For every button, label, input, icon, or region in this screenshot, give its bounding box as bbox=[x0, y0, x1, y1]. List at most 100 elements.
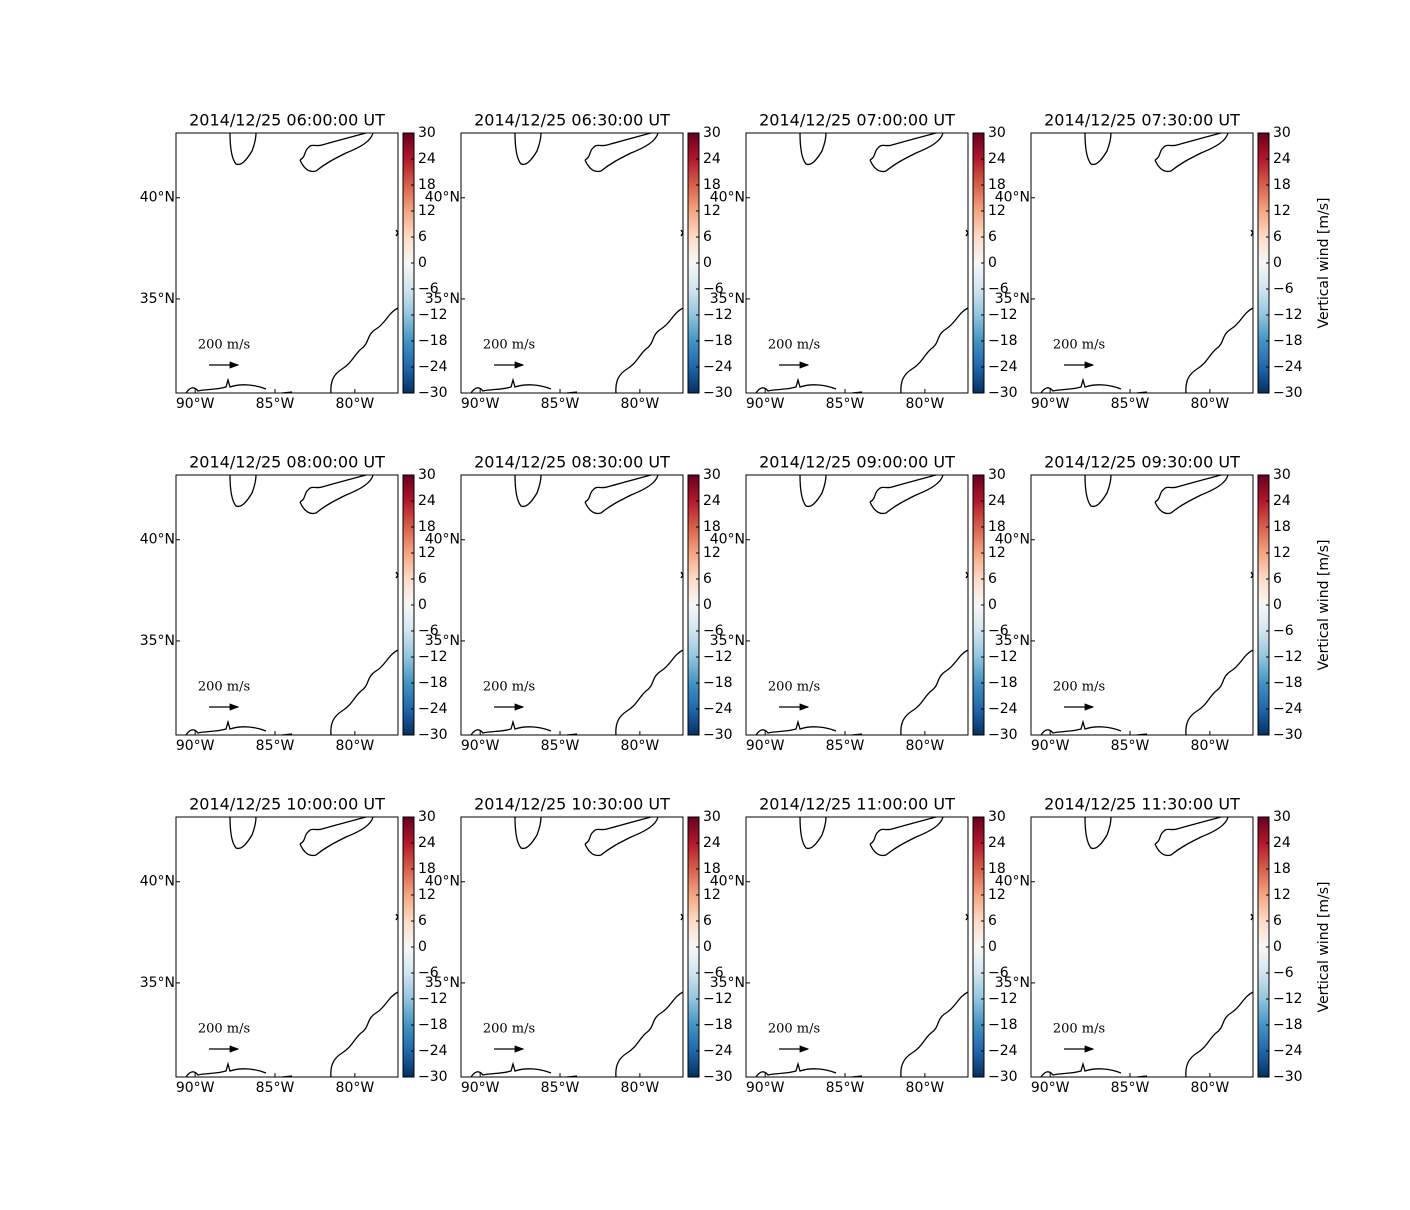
colorbar-tick-label: −6 bbox=[703, 281, 724, 297]
coastline bbox=[755, 1061, 863, 1078]
x-tick-label: 90°W bbox=[461, 738, 500, 754]
coastline bbox=[1084, 816, 1112, 850]
title: 2014/12/25 11:30:00 UT bbox=[1044, 795, 1240, 814]
coastlines bbox=[755, 132, 969, 394]
x-tick-label: 80°W bbox=[1191, 1080, 1230, 1096]
title: 2014/12/25 10:00:00 UT bbox=[189, 795, 385, 814]
x-tick-label: 90°W bbox=[176, 396, 215, 412]
y-tick-label: 40°N bbox=[710, 532, 745, 548]
x-tick-label: 90°W bbox=[1031, 1080, 1070, 1096]
coastline bbox=[299, 816, 374, 857]
colorbar-label: Vertical wind [m/s] bbox=[1316, 882, 1332, 1013]
coastline bbox=[229, 132, 257, 166]
x-tick-label: 85°W bbox=[1111, 396, 1150, 412]
colorbar-tick-label: −30 bbox=[703, 1069, 733, 1085]
coastline bbox=[1154, 816, 1229, 857]
coastline bbox=[470, 377, 578, 394]
colorbar-tick-label: 6 bbox=[703, 229, 712, 245]
colorbar-tick-label: 12 bbox=[703, 545, 721, 561]
colorbar-tick-label: 6 bbox=[988, 571, 997, 587]
colorbar-tick-label: −12 bbox=[703, 991, 733, 1007]
x-tick-label: 85°W bbox=[1111, 738, 1150, 754]
colorbar-tick-label: 18 bbox=[703, 519, 721, 535]
colorbar-tick-label: −18 bbox=[418, 675, 448, 691]
quiver-key-label: 200 m/s bbox=[768, 338, 820, 353]
colorbar-tick-label: −6 bbox=[703, 965, 724, 981]
quiver-key-label: 200 m/s bbox=[1053, 338, 1105, 353]
quiver-key-label: 200 m/s bbox=[1053, 1022, 1105, 1037]
colorbar-tick-label: 12 bbox=[988, 545, 1006, 561]
coastline bbox=[584, 474, 659, 515]
colorbar-tick-label: 24 bbox=[703, 493, 721, 509]
coastline bbox=[395, 913, 399, 921]
x-tick-label: 85°W bbox=[826, 738, 865, 754]
colorbar-tick-label: 24 bbox=[1273, 835, 1291, 851]
coastline bbox=[1084, 474, 1112, 508]
colorbar-tick-label: −12 bbox=[988, 649, 1018, 665]
coastline bbox=[900, 991, 969, 1078]
coastlines bbox=[755, 816, 969, 1078]
map-frame bbox=[745, 474, 969, 736]
colorbar-tick-label: −18 bbox=[1273, 333, 1303, 349]
colorbar-tick-label: 24 bbox=[988, 835, 1006, 851]
y-tick-label: 35°N bbox=[710, 633, 745, 649]
coastline bbox=[965, 913, 969, 921]
title: 2014/12/25 08:00:00 UT bbox=[189, 453, 385, 472]
colorbar-tick-label: −18 bbox=[1273, 1017, 1303, 1033]
colorbar-tick-label: 18 bbox=[418, 519, 436, 535]
colorbar-tick-label: −18 bbox=[418, 1017, 448, 1033]
coastline bbox=[229, 816, 257, 850]
y-tick-label: 35°N bbox=[995, 633, 1030, 649]
colorbar-tick-label: −30 bbox=[418, 385, 448, 401]
coastline bbox=[299, 132, 374, 173]
coastline bbox=[1154, 132, 1229, 173]
coastline bbox=[584, 816, 659, 857]
colorbar-tick-label: 6 bbox=[1273, 229, 1282, 245]
colorbar-tick-label: −6 bbox=[418, 623, 439, 639]
colorbar-tick-label: −6 bbox=[988, 281, 1009, 297]
colorbar-tick-label: 12 bbox=[703, 887, 721, 903]
colorbar-tick-label: 30 bbox=[1273, 809, 1291, 825]
y-tick-label: 40°N bbox=[425, 532, 460, 548]
colorbar-tick-label: 30 bbox=[703, 467, 721, 483]
colorbar-tick-label: 12 bbox=[1273, 203, 1291, 219]
colorbar-tick-label: −24 bbox=[1273, 701, 1303, 717]
colorbar-tick-label: −6 bbox=[988, 623, 1009, 639]
x-tick-label: 90°W bbox=[1031, 396, 1070, 412]
colorbar-tick-label: 12 bbox=[1273, 887, 1291, 903]
colorbar-tick-label: −24 bbox=[1273, 1043, 1303, 1059]
title: 2014/12/25 06:00:00 UT bbox=[189, 111, 385, 130]
x-tick-label: 90°W bbox=[176, 1080, 215, 1096]
colorbar-tick-label: 24 bbox=[418, 835, 436, 851]
x-tick-label: 80°W bbox=[336, 396, 375, 412]
y-tick-label: 40°N bbox=[140, 874, 175, 890]
x-tick-label: 90°W bbox=[746, 396, 785, 412]
colorbar-tick-label: 0 bbox=[988, 255, 997, 271]
colorbar-tick-label: 30 bbox=[988, 809, 1006, 825]
coastlines bbox=[185, 132, 399, 394]
coastlines bbox=[470, 474, 684, 736]
colorbar-tick-label: 18 bbox=[703, 177, 721, 193]
colorbar-tick-label: 0 bbox=[1273, 597, 1282, 613]
colorbar-tick-label: −24 bbox=[988, 359, 1018, 375]
coastlines bbox=[470, 132, 684, 394]
coastline bbox=[330, 307, 399, 394]
colorbar-tick-label: −12 bbox=[703, 649, 733, 665]
colorbar-tick-label: 12 bbox=[703, 203, 721, 219]
colorbar-tick-label: 0 bbox=[418, 597, 427, 613]
coastline bbox=[185, 377, 293, 394]
coastline bbox=[330, 991, 399, 1078]
colorbar-tick-label: 12 bbox=[988, 203, 1006, 219]
quiver-key-label: 200 m/s bbox=[768, 680, 820, 695]
colorbar-tick-label: 12 bbox=[1273, 545, 1291, 561]
y-tick-label: 35°N bbox=[995, 291, 1030, 307]
coastline bbox=[1040, 377, 1148, 394]
title: 2014/12/25 08:30:00 UT bbox=[474, 453, 670, 472]
map-frame bbox=[175, 474, 399, 736]
colorbar-tick-label: 24 bbox=[703, 835, 721, 851]
colorbar-tick-label: 30 bbox=[988, 467, 1006, 483]
coastline bbox=[1154, 474, 1229, 515]
coastline bbox=[1040, 1061, 1148, 1078]
coastline bbox=[869, 816, 944, 857]
